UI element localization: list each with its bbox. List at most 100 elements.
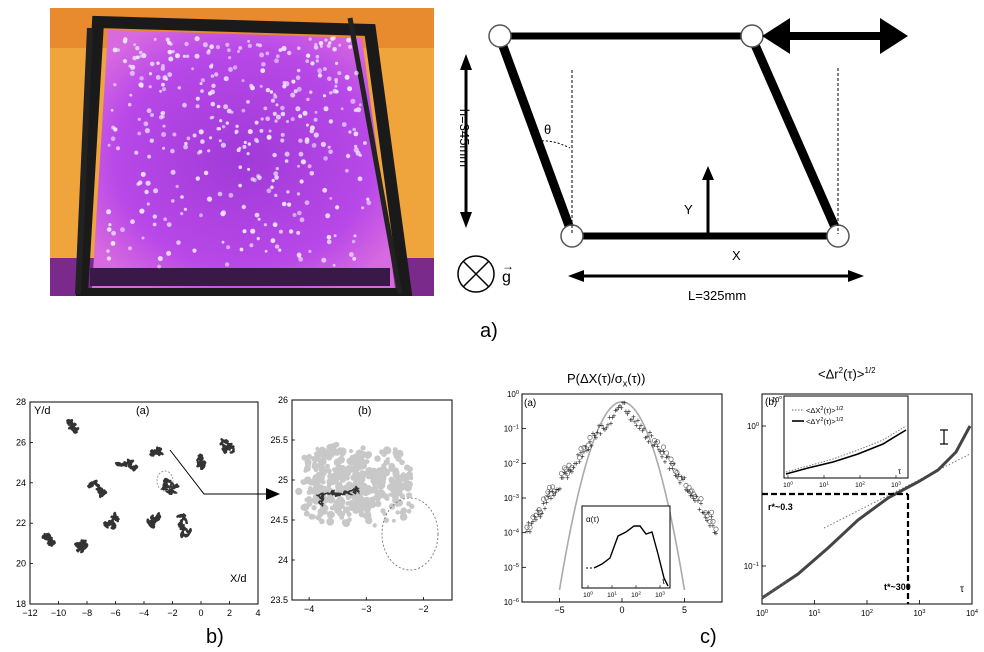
particle xyxy=(145,180,151,186)
particle xyxy=(307,164,312,169)
pdf-marker: + xyxy=(591,429,596,438)
particle xyxy=(165,77,169,81)
particle xyxy=(328,41,332,45)
particle xyxy=(112,47,118,53)
particle xyxy=(278,248,282,252)
cloud-point xyxy=(409,503,415,509)
particle xyxy=(286,190,290,194)
particle xyxy=(219,119,223,123)
particle xyxy=(180,195,184,199)
particle xyxy=(259,84,263,88)
particle xyxy=(259,52,265,58)
cloud-point xyxy=(306,489,312,495)
trajectory-cluster xyxy=(176,513,192,539)
particle xyxy=(135,46,140,51)
particle xyxy=(221,240,225,244)
cloud-point xyxy=(326,517,335,526)
particle xyxy=(275,114,281,120)
particle xyxy=(247,39,251,43)
pdf-marker-open xyxy=(654,439,661,445)
b-right-ytick: 23.5 xyxy=(270,595,288,605)
particle xyxy=(242,229,247,234)
particle xyxy=(326,235,332,240)
particle xyxy=(161,87,167,92)
c-right-sublabel: (b) xyxy=(765,397,777,408)
particle xyxy=(161,132,167,137)
trajectory-cluster xyxy=(87,479,108,499)
particle xyxy=(274,244,280,249)
pdf-marker: + xyxy=(634,421,639,430)
pdf-marker: + xyxy=(703,513,708,522)
pdf-marker: + xyxy=(580,452,585,461)
inset-legend-x: <ΔX2(τ)>1/2 xyxy=(806,406,843,415)
pdf-marker: + xyxy=(681,475,686,484)
pdf-marker: + xyxy=(543,504,548,513)
cloud-point xyxy=(364,459,370,464)
particle xyxy=(209,44,215,50)
c-right-tau: τ xyxy=(960,584,964,595)
pdf-marker-open xyxy=(546,484,553,491)
particle xyxy=(313,45,319,50)
particle xyxy=(192,248,197,253)
pdf-marker: + xyxy=(607,413,612,422)
alpha-inset-label: α(τ) xyxy=(586,515,599,524)
particle xyxy=(149,138,154,143)
particle xyxy=(144,189,149,195)
particle xyxy=(278,229,283,234)
particle xyxy=(287,50,292,56)
cloud-point xyxy=(385,459,390,465)
trajectory-cluster xyxy=(73,539,89,554)
particle xyxy=(216,104,221,109)
alpha-curve xyxy=(593,525,669,587)
c-right-xtick: 100 xyxy=(756,609,768,618)
particle xyxy=(296,192,301,196)
particle xyxy=(139,208,145,214)
particle xyxy=(191,67,195,71)
particle xyxy=(246,100,250,104)
b-left-xtick: −12 xyxy=(22,608,37,618)
pdf-marker-open xyxy=(551,488,557,494)
particle xyxy=(159,89,162,93)
particle xyxy=(309,171,315,176)
particle xyxy=(273,171,279,177)
cloud-point xyxy=(406,508,412,514)
particle xyxy=(171,50,175,54)
cloud-point xyxy=(339,514,345,520)
particle xyxy=(106,227,112,232)
cloud-point xyxy=(316,456,322,462)
particle xyxy=(227,48,231,53)
particle xyxy=(138,55,142,58)
cloud-point xyxy=(345,501,351,506)
pdf-marker: + xyxy=(636,416,641,425)
tray-glow xyxy=(92,30,395,288)
particle xyxy=(350,98,356,104)
pdf-marker: + xyxy=(654,438,659,447)
length-arrow xyxy=(568,270,864,282)
pdf-marker: + xyxy=(576,450,581,459)
trajectory-cluster xyxy=(161,477,180,496)
rms-displacement-plot: 100 101 102 103 104 100 10−1 (b) r*~0.3 t*~300… xyxy=(744,393,978,618)
pdf-marker-open xyxy=(564,470,571,476)
pdf-marker: + xyxy=(666,452,671,461)
particle xyxy=(171,199,175,203)
particle xyxy=(157,256,163,262)
particle xyxy=(167,72,173,77)
pdf-marker-open xyxy=(585,442,592,448)
particle xyxy=(239,247,244,252)
particle xyxy=(137,117,141,121)
pdf-marker: + xyxy=(652,441,657,450)
cloud-point xyxy=(354,464,362,471)
particle xyxy=(153,37,157,41)
particle-size-ellipse xyxy=(381,497,439,571)
particle xyxy=(318,41,324,46)
cloud-point xyxy=(352,470,360,478)
particle xyxy=(175,184,179,189)
particle xyxy=(165,37,170,42)
particle xyxy=(322,187,328,193)
pdf-marker-open xyxy=(692,493,698,500)
cloud-point xyxy=(363,497,368,502)
pdf-marker: + xyxy=(603,426,608,435)
pdf-marker: + xyxy=(664,453,669,462)
particle xyxy=(299,179,304,184)
particle xyxy=(332,47,337,52)
